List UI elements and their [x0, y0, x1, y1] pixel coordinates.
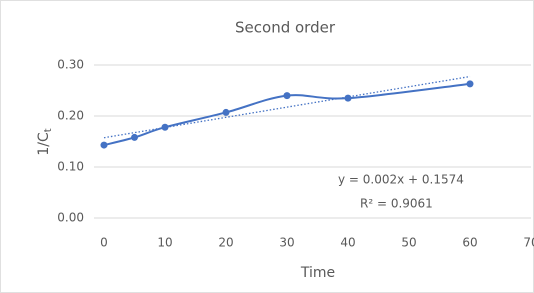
x-tick-label: 0 — [100, 236, 108, 250]
trendline-equation: y = 0.002x + 0.1574 — [338, 173, 464, 187]
x-tick-label: 60 — [462, 236, 477, 250]
x-tick-label: 20 — [218, 236, 233, 250]
data-point — [131, 134, 138, 141]
x-tick-label: 30 — [279, 236, 294, 250]
x-tick-label: 70 — [523, 236, 534, 250]
y-axis-title: 1/Ct — [36, 128, 54, 155]
y-tick-label: 0.20 — [57, 109, 84, 123]
data-point — [223, 109, 230, 116]
y-axis-title-main: 1/C — [36, 132, 52, 156]
data-point — [345, 95, 352, 102]
x-tick-label: 50 — [401, 236, 416, 250]
chart: Second order Time 1/Ct 0.00 0.10 0.20 0.30 0… — [0, 0, 534, 293]
data-point — [467, 80, 474, 87]
y-tick-label: 0.00 — [57, 211, 84, 225]
x-axis-title: Time — [300, 265, 335, 281]
data-point — [101, 142, 108, 149]
y-tick-label: 0.30 — [57, 58, 84, 72]
data-point — [162, 124, 169, 131]
chart-frame — [1, 1, 534, 293]
data-point — [284, 92, 291, 99]
y-axis-title-subscript: t — [43, 128, 54, 132]
y-tick-label: 0.10 — [57, 160, 84, 174]
chart-title: Second order — [235, 19, 336, 37]
trendline-r-squared: R² = 0.9061 — [360, 197, 433, 211]
x-tick-label: 40 — [340, 236, 355, 250]
x-tick-label: 10 — [157, 236, 172, 250]
